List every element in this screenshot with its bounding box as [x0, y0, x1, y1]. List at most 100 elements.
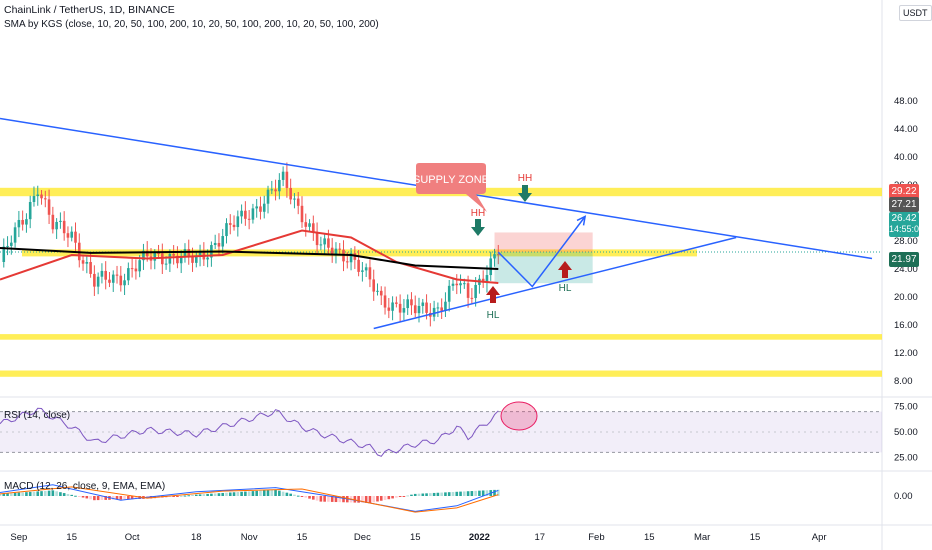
macd-histogram-bar: [474, 490, 477, 496]
price-tick-label: 12.00: [894, 348, 918, 359]
trendline: [373, 236, 737, 330]
macd-histogram-bar: [17, 492, 21, 496]
macd-histogram-bar: [81, 496, 85, 498]
candle-body: [164, 263, 168, 265]
macd-histogram-bar: [259, 490, 262, 496]
candle-body: [100, 270, 104, 277]
macd-histogram-bar: [466, 491, 470, 496]
hh-label-right: HH: [518, 173, 532, 184]
macd-histogram-bar: [485, 490, 489, 496]
macd-histogram-bar: [395, 496, 398, 498]
macd-histogram-bar: [387, 496, 391, 500]
macd-histogram-bar: [429, 493, 432, 496]
candle-body: [43, 198, 47, 200]
macd-histogram-bar: [255, 490, 258, 496]
macd-histogram-bar: [383, 496, 387, 500]
macd-histogram-bar: [447, 492, 451, 496]
candle-body: [225, 223, 228, 237]
price-tag-stop: 29.22: [889, 184, 919, 199]
macd-histogram-bar: [417, 493, 421, 496]
macd-histogram-bar: [85, 496, 89, 499]
macd-histogram-bar: [89, 496, 92, 500]
candle-body: [300, 205, 304, 223]
candle-body: [221, 236, 225, 247]
hh-label-left: HH: [471, 208, 485, 219]
macd-histogram-bar: [459, 491, 462, 496]
candle-body: [191, 256, 194, 263]
macd-histogram-bar: [372, 496, 376, 503]
macd-label[interactable]: MACD (12, 26, close, 9, EMA, EMA): [4, 481, 166, 492]
time-tick-label: 15: [297, 532, 308, 543]
supply-zone-callout: [416, 163, 487, 212]
currency-button[interactable]: USDT: [899, 5, 932, 21]
zone-band: [22, 249, 697, 257]
candle-body: [244, 210, 247, 219]
candle-body: [255, 206, 258, 209]
macd-histogram-bar: [59, 492, 62, 496]
candle-body: [66, 233, 70, 238]
candle-body: [55, 221, 58, 230]
candle-body: [179, 256, 183, 264]
indicator-legend[interactable]: SMA by KGS (close, 10, 20, 50, 100, 200,…: [4, 19, 379, 30]
candle-body: [115, 274, 119, 276]
candle-body: [127, 268, 130, 281]
macd-histogram-bar: [493, 489, 496, 496]
candle-body: [368, 267, 372, 280]
macd-histogram-bar: [115, 496, 119, 500]
candle-body: [70, 231, 74, 238]
macd-line: [0, 484, 499, 512]
candle-body: [145, 250, 149, 257]
candle-body: [262, 203, 266, 212]
rsi-tick-label: 25.00: [894, 453, 918, 464]
price-tick-label: 8.00: [894, 376, 913, 387]
symbol-title[interactable]: ChainLink / TetherUS, 1D, BINANCE: [4, 4, 175, 16]
candle-body: [236, 216, 240, 228]
macd-histogram-bar: [111, 496, 115, 500]
macd-histogram-bar: [221, 492, 225, 496]
time-tick-label: 2022: [469, 532, 490, 543]
macd-histogram-bar: [62, 493, 66, 496]
macd-histogram-bar: [410, 494, 413, 496]
rsi-label[interactable]: RSI (14, close): [4, 410, 71, 421]
arrow-head-icon: [576, 215, 587, 226]
time-axis[interactable]: Sep 15 Oct 18 Nov 15 Dec 15 2022 17 Feb 15 Mar 15 Apr: [10, 532, 826, 543]
projection-path: [497, 216, 586, 288]
candle-body: [108, 279, 111, 283]
macd-histogram-bar: [289, 493, 292, 496]
candle-body: [345, 261, 349, 263]
candle-body: [213, 242, 217, 246]
macd-histogram-bar: [379, 496, 383, 501]
macd-histogram-bar: [285, 492, 289, 496]
candle-body: [168, 253, 172, 264]
macd-histogram-bar: [406, 495, 409, 497]
macd-histogram-bar: [270, 489, 274, 496]
macd-histogram-bar: [176, 496, 179, 497]
macd-histogram-bar: [376, 496, 379, 502]
hl-label-right: HL: [559, 283, 572, 294]
time-tick-label: 15: [410, 532, 421, 543]
macd-histogram-bar: [436, 492, 440, 496]
candle-body: [421, 302, 425, 306]
candle-body: [296, 198, 300, 206]
macd-histogram-bar: [463, 491, 466, 496]
candle-body: [312, 223, 315, 233]
sma-line: [0, 247, 499, 270]
candle-body: [466, 283, 470, 298]
macd-histogram-bar: [2, 493, 6, 496]
time-tick-label: 18: [191, 532, 202, 543]
macd-histogram-bar: [10, 493, 13, 496]
candle-body: [81, 260, 85, 264]
macd-histogram-bar: [77, 496, 81, 497]
candle-body: [413, 305, 417, 314]
candle-body: [432, 307, 436, 317]
candle-body: [187, 249, 191, 257]
position-box: [494, 232, 593, 284]
macd-histogram-bar: [391, 496, 394, 499]
price-tick-label: 40.00: [894, 152, 918, 163]
candle-body: [383, 295, 387, 308]
macd-histogram-bar: [236, 492, 240, 496]
macd-histogram-bar: [100, 496, 104, 500]
macd-histogram-bar: [96, 496, 100, 501]
candle-body: [134, 268, 138, 272]
macd-histogram-bar: [342, 496, 345, 503]
